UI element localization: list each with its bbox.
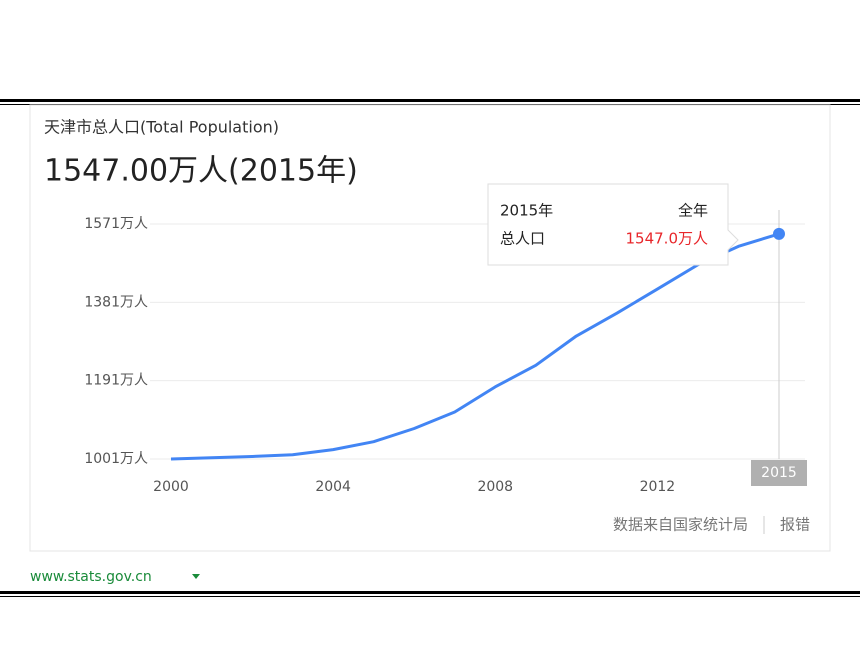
tooltip-x: 2015年 bbox=[500, 202, 553, 220]
x-tick-label: 2008 bbox=[477, 479, 513, 495]
top-border bbox=[0, 99, 860, 102]
x-tick-label: 2004 bbox=[315, 479, 351, 495]
headline: 1547.00万人(2015年) bbox=[44, 154, 358, 189]
source: 数据来自国家统计局 bbox=[613, 516, 748, 534]
highlight-point bbox=[773, 227, 785, 240]
y-tick-label: 1381万人 bbox=[84, 294, 148, 310]
crosshair-label-bg bbox=[751, 460, 807, 486]
subtitle: 天津市总人口(Total Population) bbox=[44, 118, 279, 137]
y-tick-label: 1191万人 bbox=[84, 373, 148, 389]
x-tick-label: 2012 bbox=[640, 479, 676, 495]
x-tick-label: 2000 bbox=[153, 479, 189, 495]
line bbox=[170, 232, 780, 461]
crosshair-label: 2015 bbox=[761, 465, 797, 481]
tooltip-value: 1547.0万人 bbox=[626, 230, 709, 248]
tooltip-period: 全年 bbox=[678, 202, 708, 220]
tooltip bbox=[487, 183, 739, 266]
tooltip-name: 总人口 bbox=[500, 230, 545, 248]
site-url[interactable]: www.stats.gov.cn bbox=[30, 569, 152, 585]
bottom-border bbox=[0, 591, 860, 594]
y-tick-label: 1001万人 bbox=[84, 451, 148, 467]
card bbox=[29, 104, 831, 552]
dropdown-arrow[interactable] bbox=[192, 574, 200, 579]
bottom-border bbox=[0, 596, 860, 597]
report-link[interactable]: 报错 bbox=[780, 516, 810, 534]
y-tick-label: 1571万人 bbox=[84, 216, 148, 232]
